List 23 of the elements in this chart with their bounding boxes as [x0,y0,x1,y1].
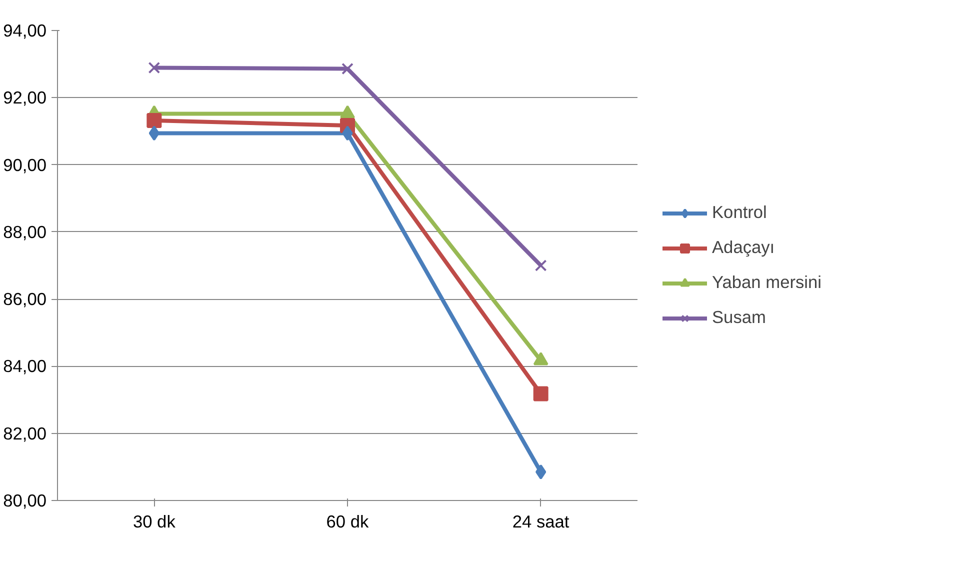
y-tick-label: 84,00 [3,356,47,376]
y-tick-label: 88,00 [3,222,47,242]
x-tick-label: 30 dk [132,512,176,532]
point [148,126,160,141]
legend-label: Adaçayı [712,237,775,258]
point [533,386,548,402]
y-tick-label: 92,00 [3,88,47,108]
legend-label: Kontrol [712,202,767,223]
legend-label: Susam [712,307,766,328]
y-tick-label: 86,00 [3,289,47,310]
point [536,464,546,480]
legend-label: Yaban mersini [712,272,822,293]
point [146,112,162,128]
y-tick-label: 82,00 [3,423,47,444]
y-tick-label: 90,00 [3,154,47,175]
point [534,260,547,272]
y-tick-label: 80,00 [3,490,47,510]
point [342,126,353,141]
point [342,62,354,75]
y-tick-label: 94,00 [3,20,47,40]
x-tick-label: 60 dk [326,512,370,532]
point [148,62,160,74]
x-tick-label: 24 saat [512,512,570,532]
